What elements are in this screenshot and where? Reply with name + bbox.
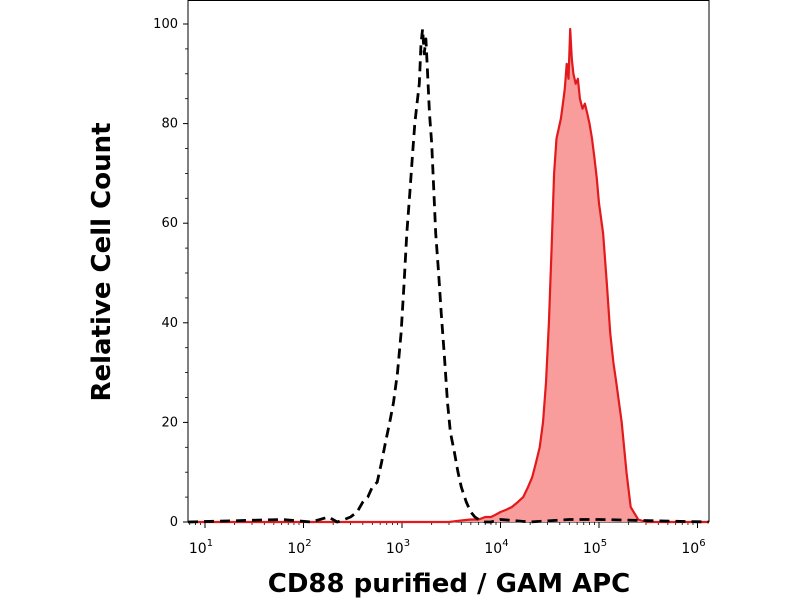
y-tick-label: 60 [161, 216, 178, 231]
y-axis-title: Relative Cell Count [87, 122, 117, 401]
control-histogram-line [187, 27, 709, 524]
x-axis-title: CD88 purified / GAM APC [268, 569, 631, 599]
sample-histogram-line [188, 27, 709, 524]
y-tick-label: 100 [153, 17, 178, 32]
x-tick-label: 104 [484, 538, 508, 557]
plot-axes [187, 0, 710, 523]
sample-histogram-fill [188, 29, 709, 522]
x-tick-label: 106 [681, 538, 705, 557]
x-tick-label: 103 [386, 538, 410, 557]
y-tick-label: 0 [170, 515, 178, 530]
x-tick-label: 101 [189, 538, 213, 557]
y-tick-label: 80 [161, 117, 178, 132]
y-tick-label: 20 [161, 415, 178, 430]
x-ticks: 101 102 103 104 105 106 [189, 522, 706, 557]
x-tick-label: 105 [583, 538, 607, 557]
series-layer [187, 27, 709, 524]
x-tick-label: 102 [287, 538, 311, 557]
y-tick-label: 40 [161, 316, 178, 331]
y-ticks: 0 20 40 60 80 100 [153, 17, 188, 530]
